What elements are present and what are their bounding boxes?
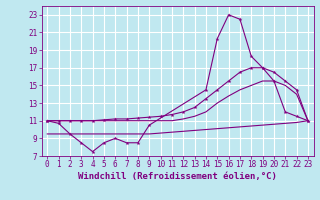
- X-axis label: Windchill (Refroidissement éolien,°C): Windchill (Refroidissement éolien,°C): [78, 172, 277, 181]
